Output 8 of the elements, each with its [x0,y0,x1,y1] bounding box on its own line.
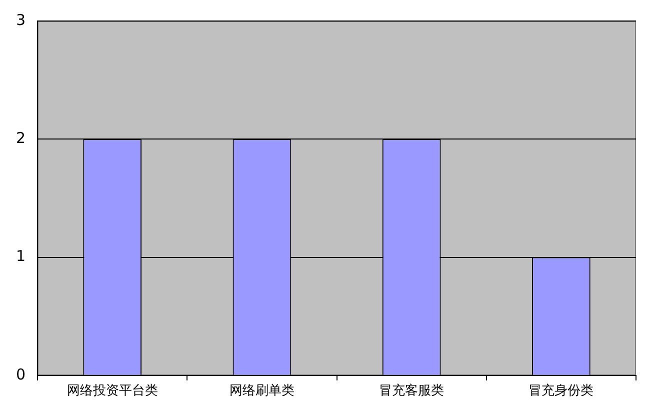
x-tick-label: 网络投资平台类 [66,384,158,399]
y-tick-label: 1 [16,247,26,266]
y-tick-label: 0 [16,365,26,384]
y-tick-label: 3 [16,10,26,29]
x-tick-label: 冒充身份类 [528,384,594,399]
y-tick-label: 2 [16,129,26,148]
x-tick-label: 网络刷单类 [229,384,294,399]
x-tick-label: 冒充客服类 [379,382,444,399]
